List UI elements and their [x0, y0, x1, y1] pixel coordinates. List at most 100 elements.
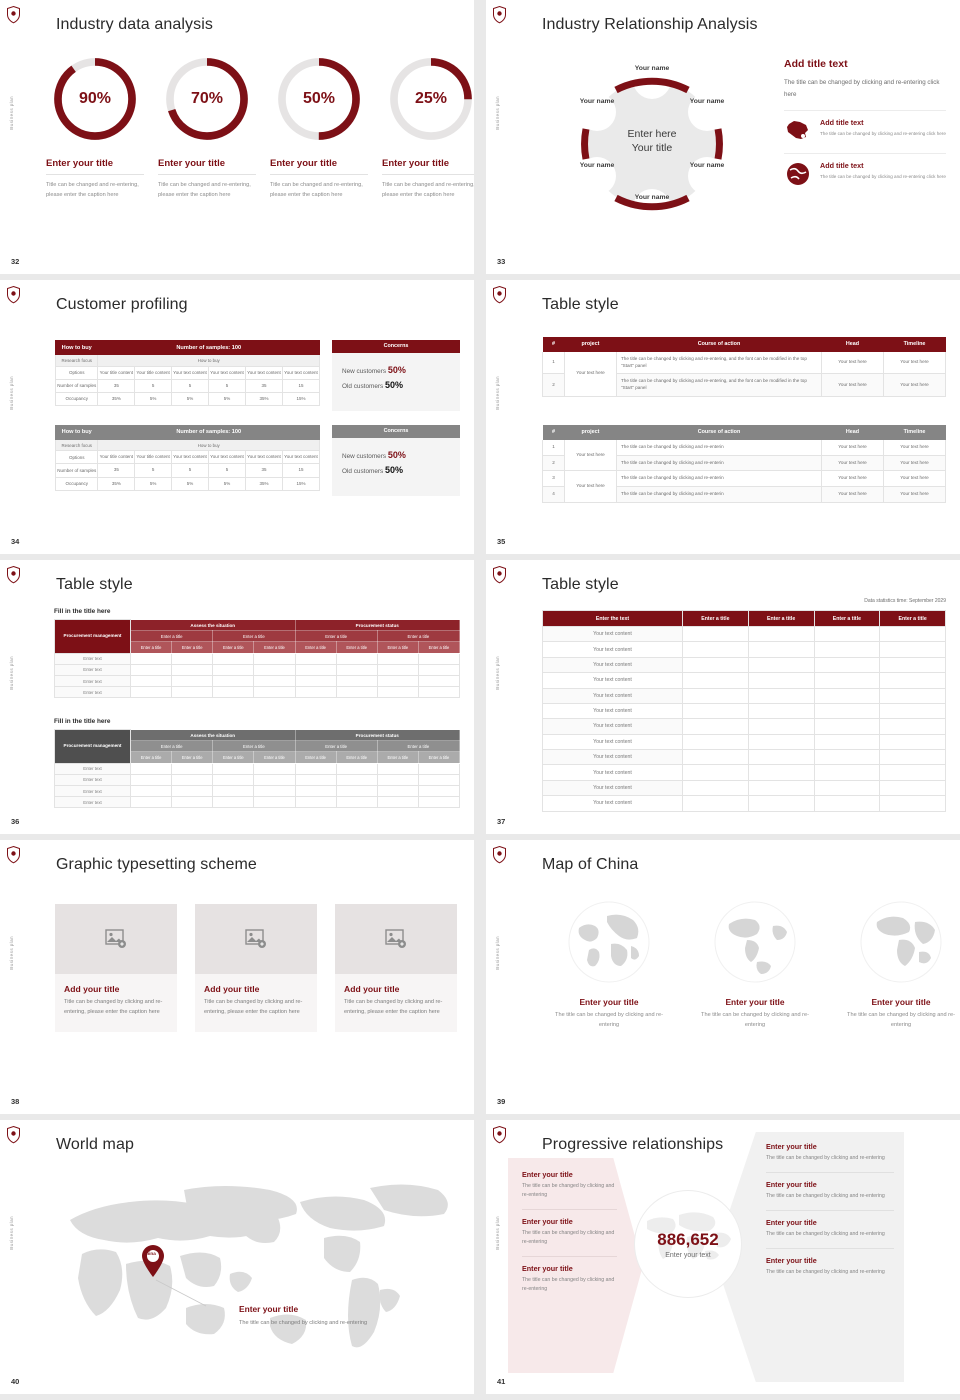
- globe-card[interactable]: Enter your title The title can be change…: [548, 900, 670, 1030]
- subheader-how-to-buy: How to buy: [97, 354, 320, 367]
- progressive-item[interactable]: Enter your title The title can be change…: [522, 1256, 617, 1294]
- map-callout: Enter your title The title can be change…: [239, 1304, 429, 1328]
- table-body: Your text content Your text content Your…: [542, 625, 946, 812]
- progressive-item[interactable]: Enter your title The title can be change…: [766, 1210, 894, 1239]
- brand-shield-icon: [5, 285, 22, 305]
- table-row: Enter text: [54, 652, 461, 665]
- map-marker-china[interactable]: China: [140, 1244, 166, 1283]
- table-row: Enter text: [54, 686, 461, 699]
- divider: [270, 174, 368, 175]
- item-title: Enter your title: [766, 1256, 817, 1266]
- donut-title: Enter your title: [270, 158, 338, 169]
- table-row: Your text content: [542, 625, 946, 643]
- brand-shield-icon: [5, 1125, 22, 1145]
- table-row: Your text content: [542, 702, 946, 720]
- action-table-maroon[interactable]: # project Course of action Head Timeline…: [542, 336, 946, 397]
- page-title: Industry Relationship Analysis: [542, 16, 758, 33]
- brand-shield-icon: [491, 5, 508, 25]
- table-header-row: Enter a title Enter a title Enter a titl…: [55, 630, 461, 643]
- brand-shield-icon: [5, 845, 22, 865]
- table-header-row: # project Course of action Head Timeline: [542, 424, 946, 440]
- image-card[interactable]: Add your title Title can be changed by c…: [335, 904, 457, 1032]
- globe-icon: [714, 901, 796, 983]
- slide-34[interactable]: Business plan Customer profiling How to …: [0, 280, 474, 554]
- table-row: Your text content: [542, 733, 946, 751]
- image-placeholder[interactable]: [195, 904, 317, 974]
- world-map[interactable]: China Enter your title The title can be …: [34, 1168, 464, 1378]
- progressive-item[interactable]: Enter your title The title can be change…: [766, 1172, 894, 1201]
- slide-39[interactable]: Business plan Map of China Enter your ti…: [486, 840, 960, 1114]
- table-subheader-row: Research focus How to buy: [54, 354, 320, 367]
- procurement-block-maroon: Fill in the title here Procurement manag…: [54, 608, 461, 699]
- callout-title: Enter your title: [239, 1304, 299, 1314]
- image-placeholder[interactable]: [55, 904, 177, 974]
- action-table-gray[interactable]: # project Course of action Head Timeline…: [542, 424, 946, 503]
- vertical-brand-label: Business plan: [495, 376, 500, 410]
- slide-41[interactable]: Business plan Progressive relationships …: [486, 1120, 960, 1394]
- panel-item[interactable]: Add title text The title can be changed …: [784, 109, 946, 144]
- text-table[interactable]: Enter the text Enter a title Enter a tit…: [542, 610, 946, 812]
- concerns-header: Concerns: [332, 340, 460, 353]
- slide-38[interactable]: Business plan Graphic typesetting scheme…: [0, 840, 474, 1114]
- node-label: Your name: [579, 162, 615, 169]
- panel-lead: The title can be changed by clicking and…: [784, 79, 940, 98]
- progressive-item[interactable]: Enter your title The title can be change…: [766, 1142, 894, 1163]
- stat-number: 886,652: [657, 1229, 719, 1249]
- procurement-table-gray[interactable]: Procurement management Assess the situat…: [54, 728, 461, 809]
- progressive-item[interactable]: Enter your title The title can be change…: [522, 1209, 617, 1247]
- item-text: The title can be changed by clicking and…: [766, 1155, 885, 1161]
- panel-item[interactable]: Add title text The title can be changed …: [784, 152, 946, 187]
- image-placeholder[interactable]: [335, 904, 457, 974]
- image-card[interactable]: Add your title Title can be changed by c…: [55, 904, 177, 1032]
- customer-profiling-content: How to buy Number of samples: 100 Researc…: [54, 340, 460, 496]
- donut-chart-25: 25%: [388, 56, 474, 142]
- buy-table-maroon[interactable]: How to buy Number of samples: 100 Researc…: [54, 340, 321, 406]
- vertical-brand-label: Business plan: [9, 1216, 14, 1250]
- progressive-item[interactable]: Enter your title The title can be change…: [522, 1170, 617, 1200]
- procurement-table-maroon[interactable]: Procurement management Assess the situat…: [54, 618, 461, 699]
- item-title: Add title text: [820, 117, 864, 127]
- card-title: Add your title: [204, 984, 260, 994]
- table-row: Enter text: [54, 773, 461, 786]
- block-caption: Fill in the title here: [54, 608, 111, 615]
- item-text: The title can be changed by clicking and…: [766, 1269, 885, 1276]
- donut-title: Enter your title: [158, 158, 226, 169]
- globe-card[interactable]: Enter your title The title can be change…: [694, 900, 816, 1030]
- progressive-item[interactable]: Enter your title The title can be change…: [766, 1248, 894, 1277]
- globe-card[interactable]: Enter your title The title can be change…: [840, 900, 960, 1030]
- table-row: Occupancy 35% 5% 5% 5% 35% 15%: [54, 476, 321, 491]
- buy-table-gray[interactable]: How to buy Number of samples: 100 Researc…: [54, 424, 321, 491]
- add-image-icon: [245, 929, 266, 948]
- donut-value: 70%: [190, 90, 224, 107]
- slide-40[interactable]: Business plan World map: [0, 1120, 474, 1394]
- table-row: Enter text: [54, 762, 461, 775]
- slide-36[interactable]: Business plan Table style Fill in the ti…: [0, 560, 474, 834]
- divider: [382, 174, 474, 175]
- globe-group: Enter your title The title can be change…: [548, 900, 960, 1030]
- item-title: Enter your title: [766, 1180, 817, 1190]
- page-title: Map of China: [542, 856, 639, 873]
- concerns-header: Concerns: [332, 424, 460, 438]
- page-title: Graphic typesetting scheme: [56, 856, 257, 873]
- table-row: Your text content: [542, 779, 946, 797]
- slide-32[interactable]: Business plan Industry data analysis 90%…: [0, 0, 474, 274]
- concerns-card-gray: Concerns New customers 50% Old customers…: [332, 424, 460, 496]
- center-stat-circle: 886,652 Enter your text: [634, 1190, 742, 1298]
- slide-33[interactable]: Business plan Industry Relationship Anal…: [486, 0, 960, 274]
- vertical-brand-label: Business plan: [9, 376, 14, 410]
- card-text: Title can be changed by clicking and re-…: [344, 999, 443, 1015]
- table-row: Enter text: [54, 663, 461, 676]
- globe-text: The title can be changed by clicking and…: [701, 1012, 809, 1028]
- divider: [158, 174, 256, 175]
- slide-37[interactable]: Business plan Table style Data statistic…: [486, 560, 960, 834]
- ring-center-text: Enter here Your title: [627, 127, 677, 154]
- image-card[interactable]: Add your title Title can be changed by c…: [195, 904, 317, 1032]
- item-title: Enter your title: [522, 1264, 573, 1274]
- globe-icon: [784, 161, 812, 187]
- donut-caption: Title can be changed and re-entering, pl…: [46, 182, 139, 198]
- slide-35[interactable]: Business plan Table style # project Cour…: [486, 280, 960, 554]
- donut-card: 25% Enter your title Title can be change…: [382, 56, 474, 201]
- concerns-line-new: New customers 50%: [342, 364, 406, 375]
- donut-caption: Title can be changed and re-entering, pl…: [382, 182, 474, 198]
- table-row: Your text content: [542, 748, 946, 766]
